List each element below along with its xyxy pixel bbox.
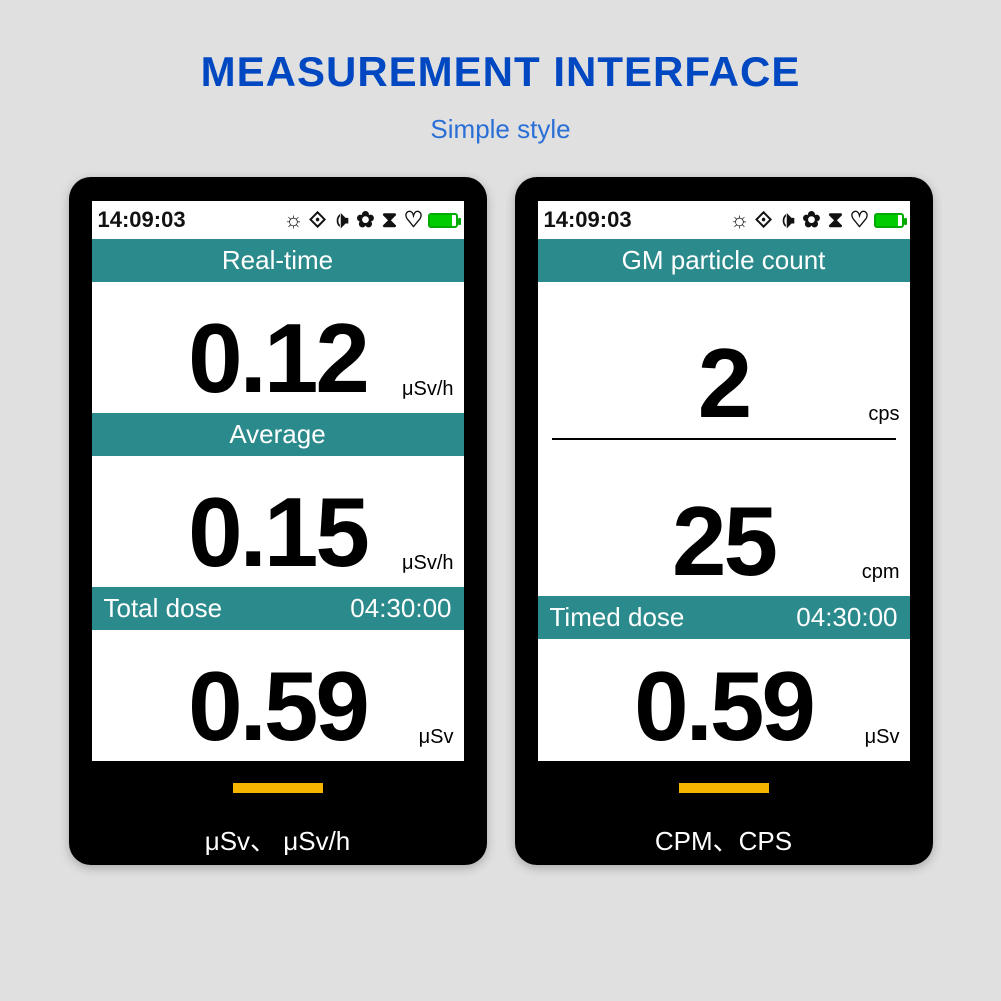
screen-right: 14:09:03 ☼ ⟐ 🕩 ✿ ⧗ ♡ GM particle count 2… [538,201,910,761]
value-row-timed: 0.59 μSv [538,639,910,761]
value-row-cpm: 25 cpm [538,440,910,596]
indicator-bar [233,783,323,793]
status-time: 14:09:03 [544,207,632,233]
status-time: 14:09:03 [98,207,186,233]
battery-icon [428,213,458,228]
value-total: 0.59 [188,657,367,755]
unit-total: μSv [419,726,454,749]
fan-icon: ✿ [356,210,376,230]
section-header-average: Average [92,413,464,456]
total-dose-label: Total dose [104,593,223,624]
vibrate-icon: ⟐ [754,210,774,230]
status-bar: 14:09:03 ☼ ⟐ 🕩 ✿ ⧗ ♡ [92,201,464,239]
value-realtime: 0.12 [188,309,367,407]
unit-cpm: cpm [862,561,900,584]
timed-dose-label: Timed dose [550,602,685,633]
value-cpm: 25 [672,492,775,590]
device-row: 14:09:03 ☼ ⟐ 🕩 ✿ ⧗ ♡ Real-time 0.12 μSv/… [69,177,933,865]
value-average: 0.15 [188,483,367,581]
page-subtitle: Simple style [430,114,570,145]
battery-icon [874,213,904,228]
device-right: 14:09:03 ☼ ⟐ 🕩 ✿ ⧗ ♡ GM particle count 2… [515,177,933,865]
screen-left: 14:09:03 ☼ ⟐ 🕩 ✿ ⧗ ♡ Real-time 0.12 μSv/… [92,201,464,761]
section-header-timed: Timed dose 04:30:00 [538,596,910,639]
unit-average: μSv/h [402,552,454,575]
value-timed: 0.59 [634,657,813,755]
total-dose-time: 04:30:00 [350,593,451,624]
brightness-icon: ☼ [730,210,750,230]
heart-icon: ♡ [850,210,870,230]
value-row-average: 0.15 μSv/h [92,456,464,587]
unit-cps: cps [868,403,899,426]
section-header-total: Total dose 04:30:00 [92,587,464,630]
status-icons: ☼ ⟐ 🕩 ✿ ⧗ ♡ [730,210,904,230]
timed-dose-time: 04:30:00 [796,602,897,633]
sound-icon: 🕩 [778,210,798,230]
section-header-gm: GM particle count [538,239,910,282]
fan-icon: ✿ [802,210,822,230]
device-left: 14:09:03 ☼ ⟐ 🕩 ✿ ⧗ ♡ Real-time 0.12 μSv/… [69,177,487,865]
heart-icon: ♡ [404,210,424,230]
value-row-cps: 2 cps [538,282,910,438]
hourglass-icon: ⧗ [380,210,400,230]
brightness-icon: ☼ [284,210,304,230]
status-icons: ☼ ⟐ 🕩 ✿ ⧗ ♡ [284,210,458,230]
sound-icon: 🕩 [332,210,352,230]
unit-realtime: μSv/h [402,378,454,401]
value-cps: 2 [698,334,750,432]
vibrate-icon: ⟐ [308,210,328,230]
status-bar: 14:09:03 ☼ ⟐ 🕩 ✿ ⧗ ♡ [538,201,910,239]
value-row-realtime: 0.12 μSv/h [92,282,464,413]
hourglass-icon: ⧗ [826,210,846,230]
value-row-total: 0.59 μSv [92,630,464,761]
unit-timed: μSv [865,726,900,749]
page-title: MEASUREMENT INTERFACE [201,48,801,96]
indicator-bar [679,783,769,793]
section-header-realtime: Real-time [92,239,464,282]
device-caption-right: CPM、CPS [655,821,792,858]
device-caption-left: μSv、 μSv/h [205,821,351,858]
